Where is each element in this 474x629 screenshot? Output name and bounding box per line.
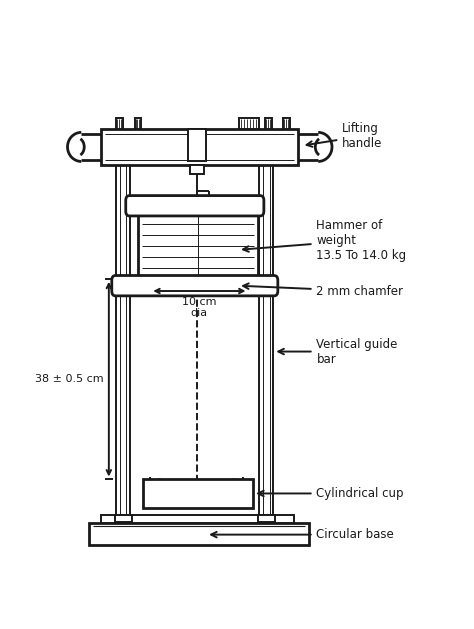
Text: Vertical guide
bar: Vertical guide bar [278,338,398,365]
Text: 10.2 cm
dia: 10.2 cm dia [174,487,219,509]
Bar [101,129,298,165]
Text: Lifting
handle: Lifting handle [307,122,383,150]
FancyBboxPatch shape [126,196,264,216]
Bar [115,515,132,521]
Bar [239,118,259,129]
Bar [259,165,273,515]
Text: 38 ± 0.5 cm: 38 ± 0.5 cm [35,374,103,384]
Text: Cylindrical cup: Cylindrical cup [258,487,404,500]
Bar [188,129,206,162]
Bar [138,213,258,279]
Bar [101,515,294,523]
Bar [265,118,272,129]
Bar [135,118,141,129]
Bar [116,118,123,129]
Bar [191,165,204,174]
Bar [116,165,130,515]
Bar [258,515,275,521]
Text: Circular base: Circular base [211,528,394,541]
FancyBboxPatch shape [112,276,278,296]
Bar [143,479,253,508]
Text: 10 cm
dia: 10 cm dia [182,297,217,318]
Bar [283,118,290,129]
Text: 2 mm chamfer: 2 mm chamfer [243,283,403,298]
Text: Hammer of
weight
13.5 To 14.0 kg: Hammer of weight 13.5 To 14.0 kg [243,219,407,262]
Bar [89,523,309,545]
